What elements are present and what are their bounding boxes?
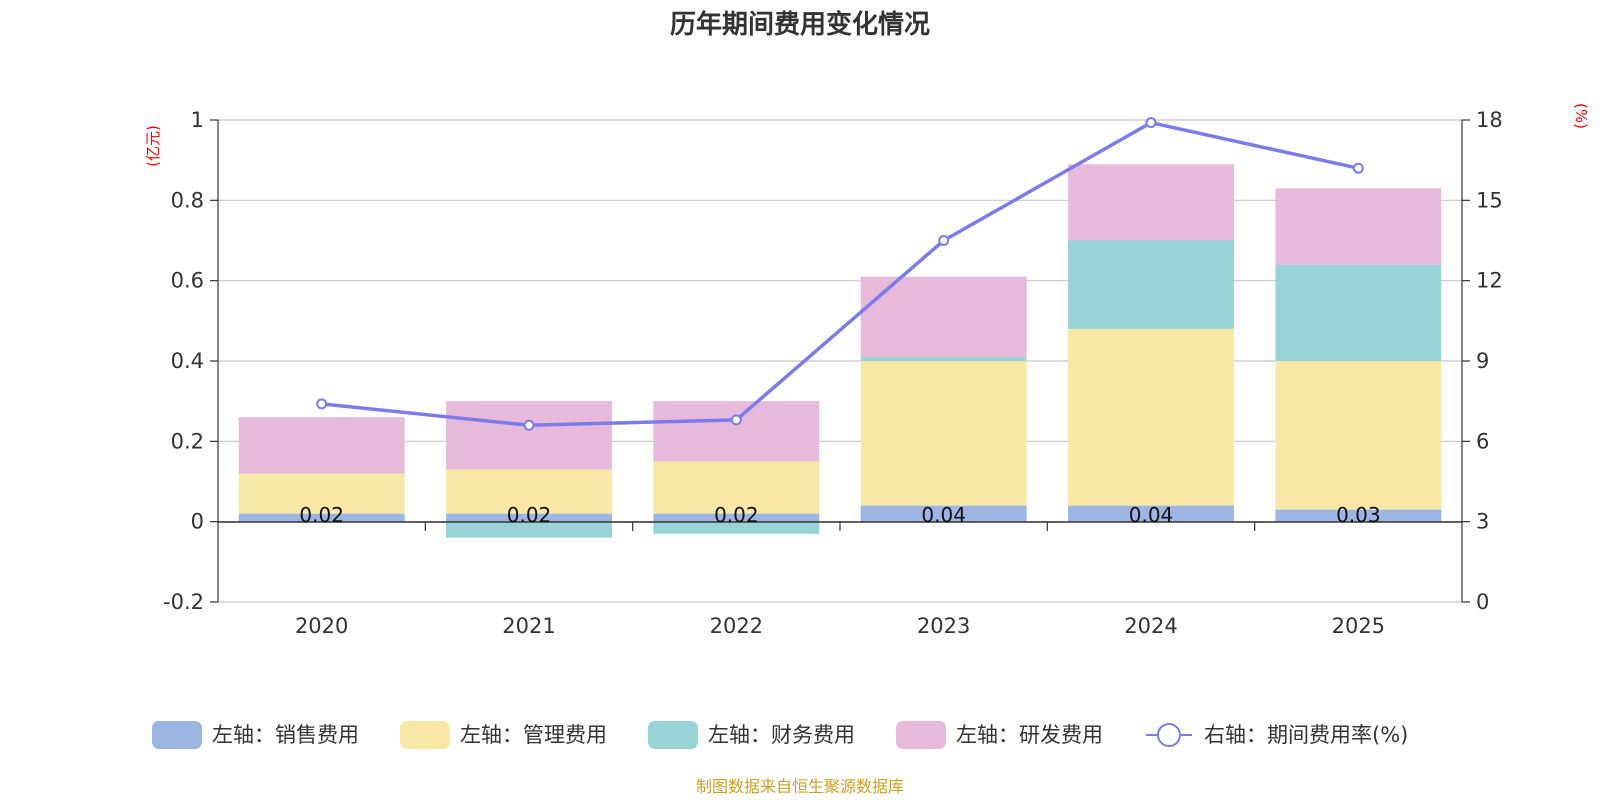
bar-segment bbox=[238, 473, 405, 514]
x-tick-label: 2024 bbox=[1124, 614, 1177, 638]
right-tick-label: 9 bbox=[1476, 349, 1489, 373]
rate-point bbox=[1145, 117, 1157, 129]
rate-line-path bbox=[321, 120, 1359, 428]
data-label: 0.03 bbox=[1336, 503, 1381, 527]
data-label: 0.02 bbox=[714, 503, 759, 527]
bar-segment bbox=[1275, 188, 1442, 265]
bar-segment bbox=[238, 513, 405, 522]
rate-point bbox=[523, 419, 535, 431]
left-tick-label: -0.2 bbox=[163, 590, 204, 614]
bar-segment bbox=[653, 513, 820, 522]
right-tick-label: 6 bbox=[1476, 429, 1489, 453]
bar-segment bbox=[1275, 264, 1442, 361]
right-axis-unit: (%) bbox=[1572, 103, 1590, 129]
right-tick-label: 12 bbox=[1476, 269, 1503, 293]
bar-segment bbox=[860, 356, 1027, 361]
left-tick-label: 1 bbox=[191, 108, 204, 132]
bar-segment bbox=[653, 401, 820, 462]
data-label: 0.02 bbox=[299, 503, 344, 527]
bar-segment bbox=[446, 513, 612, 522]
bar-segment bbox=[860, 361, 1027, 506]
rate-point bbox=[730, 414, 742, 426]
left-axis-unit: (亿元) bbox=[144, 125, 162, 167]
bar-segment bbox=[860, 505, 1027, 522]
right-tick-label: 3 bbox=[1476, 510, 1489, 534]
legend: 左轴：销售费用 左轴：管理费用 左轴：财务费用 左轴：研发费用 右轴：期间费用率(%) bbox=[152, 721, 1408, 749]
rate-point bbox=[938, 235, 950, 246]
bar-segment bbox=[1275, 509, 1442, 522]
legend-label: 右轴：期间费用率(%) bbox=[1204, 723, 1408, 747]
left-tick-label: 0.2 bbox=[171, 429, 204, 453]
left-tick-label: 0 bbox=[191, 510, 204, 534]
bar-segment bbox=[653, 461, 820, 514]
legend-swatch bbox=[896, 721, 946, 749]
x-tick-label: 2020 bbox=[295, 614, 348, 638]
bar-segment bbox=[238, 417, 405, 474]
bar-segment bbox=[1068, 328, 1234, 506]
legend-label: 左轴：财务费用 bbox=[708, 723, 855, 747]
right-tick-label: 0 bbox=[1476, 590, 1489, 614]
data-label: 0.04 bbox=[921, 503, 966, 527]
source-note: 制图数据来自恒生聚源数据库 bbox=[696, 777, 904, 796]
rate-line bbox=[316, 117, 1364, 431]
right-tick-label: 15 bbox=[1476, 188, 1503, 212]
left-tick-label: 0.6 bbox=[171, 269, 204, 293]
bars bbox=[238, 164, 1442, 538]
legend-marker-icon bbox=[1157, 723, 1181, 747]
x-tick-label: 2023 bbox=[917, 614, 970, 638]
right-tick-label: 18 bbox=[1476, 108, 1503, 132]
rate-point bbox=[1352, 162, 1364, 174]
chart-title: 历年期间费用变化情况 bbox=[670, 9, 930, 40]
left-tick-label: 0.4 bbox=[171, 349, 204, 373]
bar-segment bbox=[653, 521, 820, 534]
legend-label: 左轴：销售费用 bbox=[212, 723, 359, 747]
x-tick-label: 2022 bbox=[710, 614, 763, 638]
axes: 1 0.8 0.6 0.4 0.2 0 -0.2 18 15 12 9 6 3 0 2020 2021 2022… bbox=[163, 108, 1503, 638]
data-label: 0.04 bbox=[1129, 503, 1174, 527]
x-tick-label: 2025 bbox=[1332, 614, 1385, 638]
legend-label: 左轴：研发费用 bbox=[956, 723, 1103, 747]
bar-segment bbox=[446, 521, 612, 538]
legend-swatch bbox=[400, 721, 450, 749]
legend-label: 左轴：管理费用 bbox=[460, 723, 607, 747]
x-tick-label: 2021 bbox=[502, 614, 555, 638]
rate-point bbox=[316, 398, 328, 410]
bar-segment bbox=[446, 469, 612, 514]
bar-segment bbox=[1068, 240, 1234, 329]
bar-segment bbox=[1068, 164, 1234, 241]
legend-swatch bbox=[648, 721, 698, 749]
bar-segment bbox=[1068, 505, 1234, 522]
bar-segment bbox=[446, 401, 612, 470]
bar-segment bbox=[1275, 361, 1442, 510]
legend-swatch bbox=[152, 721, 202, 749]
left-tick-label: 0.8 bbox=[171, 188, 204, 212]
data-label: 0.02 bbox=[507, 503, 552, 527]
data-labels: 0.02 0.02 0.02 0.04 0.04 0.03 bbox=[299, 503, 1380, 527]
